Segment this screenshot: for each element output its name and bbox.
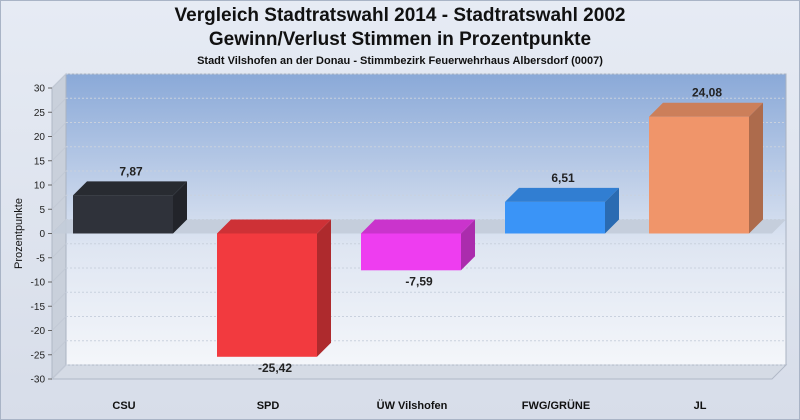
data-label: -25,42 [258, 361, 292, 375]
bar [505, 201, 605, 234]
data-label: -7,59 [405, 274, 433, 288]
gridline-wall [51, 340, 67, 356]
y-tick-label: -30 [31, 375, 46, 386]
x-tick-label: CSU [112, 400, 135, 412]
data-label: 7,87 [119, 164, 143, 178]
gridline-wall [51, 122, 67, 137]
bar [649, 116, 749, 234]
y-tick-label: -10 [31, 278, 46, 289]
gridline-wall [51, 97, 67, 113]
y-tick-label: 30 [34, 84, 46, 95]
chart-subtitle: Gewinn/Verlust Stimmen in Prozentpunkte [208, 29, 592, 50]
gridline-wall [51, 291, 67, 307]
y-tick-label: 10 [34, 181, 46, 192]
bar-side [461, 219, 475, 271]
bar-side [749, 102, 763, 234]
bar-top [649, 102, 763, 117]
x-tick-label: ÜW Vilshofen [377, 399, 448, 412]
gridline-wall [51, 267, 67, 283]
y-tick-label: 15 [34, 156, 46, 167]
bar [361, 233, 461, 271]
y-tick-label: -20 [31, 326, 46, 337]
bar-side [173, 181, 187, 234]
bar-side [317, 219, 331, 357]
gridline-wall [51, 364, 67, 380]
bar-top [217, 219, 331, 234]
y-tick-label: 5 [39, 205, 45, 216]
x-tick-label: JL [694, 400, 707, 412]
floor [50, 364, 788, 380]
y-axis-label: Prozentpunkte [13, 198, 25, 269]
gridline-wall [51, 73, 67, 89]
bar-top [505, 187, 619, 202]
y-tick-label: -25 [31, 350, 46, 361]
gridline-wall [51, 316, 67, 331]
chart-title: Vergleich Stadtratswahl 2014 - Stadtrats… [174, 5, 626, 26]
bar-top [361, 219, 475, 234]
y-tick-label: 20 [34, 132, 46, 143]
gridline-wall [51, 243, 67, 259]
data-label: 6,51 [551, 171, 575, 185]
bar-side [605, 187, 619, 234]
bar [217, 233, 317, 357]
y-tick-label: -5 [36, 253, 45, 264]
y-tick-label: 0 [39, 229, 45, 240]
y-tick-label: 25 [34, 108, 46, 119]
chart-subtitle-2: Stadt Vilshofen an der Donau - Stimmbezi… [197, 55, 603, 67]
y-tick-label: -15 [31, 302, 46, 313]
x-tick-label: SPD [257, 400, 280, 412]
gridline-wall [51, 194, 67, 210]
gridline-wall [51, 170, 67, 186]
x-tick-label: FWG/GRÜNE [522, 399, 590, 412]
gridline-wall [51, 146, 67, 162]
bar-top [73, 181, 187, 196]
bar [73, 195, 173, 234]
data-label: 24,08 [692, 86, 722, 100]
